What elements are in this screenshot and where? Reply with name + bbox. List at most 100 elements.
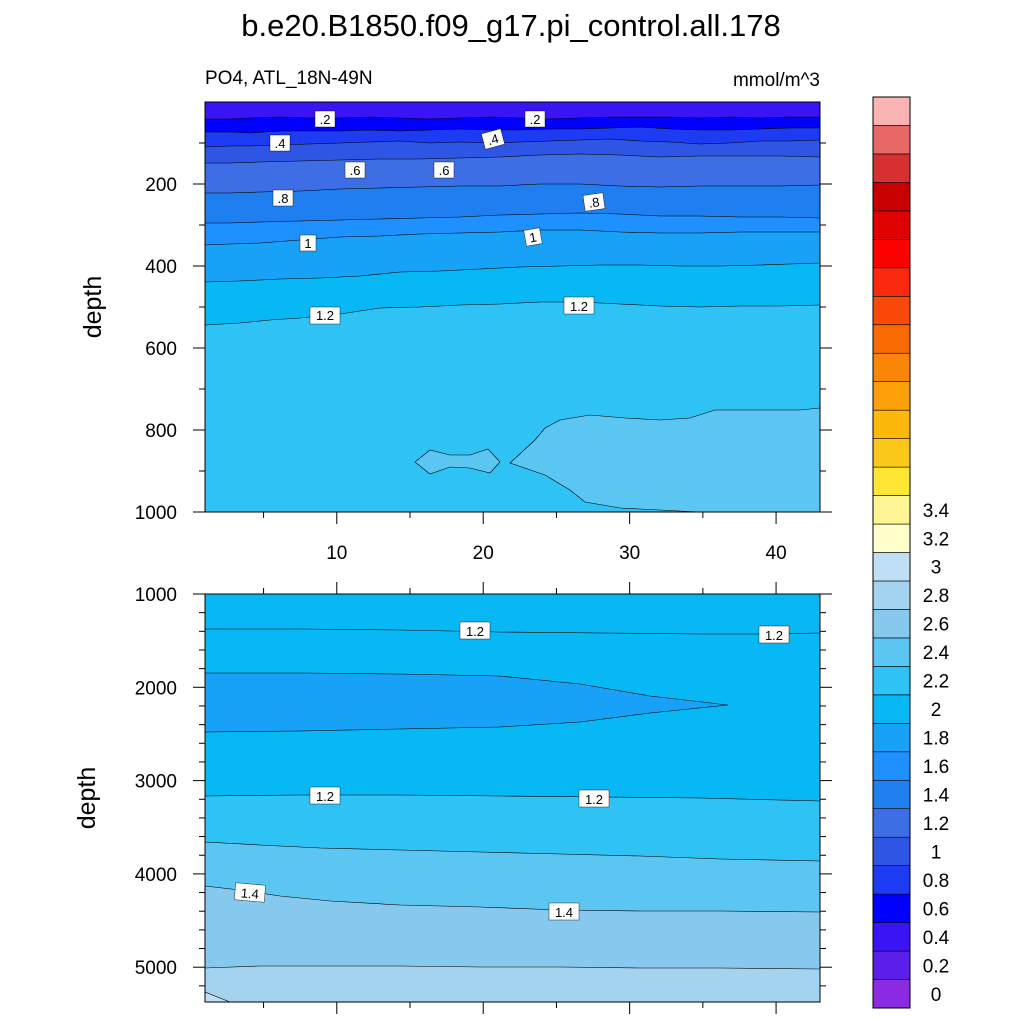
colorbar-swatch (872, 210, 911, 240)
svg-text:.6: .6 (439, 163, 450, 178)
svg-text:.2: .2 (530, 112, 541, 127)
contour-label: .8 (272, 189, 294, 207)
svg-text:1.4: 1.4 (240, 885, 259, 902)
svg-text:1.2: 1.2 (570, 299, 588, 314)
colorbar-swatch (872, 495, 911, 525)
x-tick-label: 10 (326, 543, 347, 564)
colorbar-swatch (872, 182, 911, 212)
colorbar-swatch (872, 409, 911, 439)
colorbar-swatch (872, 352, 911, 382)
colorbar-swatch (872, 723, 911, 753)
y-tick-label: 400 (145, 257, 177, 278)
contour-label: .6 (433, 161, 455, 179)
upper-fill-1.4-region (509, 407, 820, 512)
upper-fill-0.0-0.1 (205, 102, 820, 120)
colorbar-label: 1.8 (923, 729, 949, 750)
colorbar-swatch (872, 666, 911, 696)
colorbar-label: 0 (931, 985, 942, 1006)
colorbar-label: 3.2 (923, 529, 949, 550)
chart-title: b.e20.B1850.f09_g17.pi_control.all.178 (241, 8, 781, 43)
lower-fill-1.5-1.6 (205, 965, 820, 1002)
colorbar-swatch (872, 267, 911, 297)
y-tick-label: 600 (145, 339, 177, 360)
svg-text:.4: .4 (486, 131, 500, 148)
colorbar-swatch (872, 865, 911, 895)
colorbar-swatch (872, 96, 911, 126)
contour-label: 1.4 (234, 882, 266, 903)
colorbar-swatch (872, 239, 911, 269)
svg-text:1.2: 1.2 (316, 308, 334, 323)
upper-axis-ticks (193, 142, 832, 524)
colorbar-swatch (872, 466, 911, 496)
svg-text:1.2: 1.2 (765, 628, 783, 643)
svg-text:1.2: 1.2 (466, 624, 484, 639)
upper-panel (205, 102, 820, 512)
colorbar-labels: 0 0.2 0.4 0.6 0.8 1 1.2 1.4 1.6 1.8 2 2.2 2.4 2.6 2.8 3… (923, 501, 950, 1006)
svg-text:.4: .4 (275, 136, 286, 151)
upper-y-axis-label: depth (79, 276, 107, 339)
svg-text:.8: .8 (588, 194, 601, 210)
lower-panel (205, 594, 820, 1002)
x-tick-label: 20 (473, 543, 494, 564)
lower-contour-1.2-upper (205, 628, 820, 635)
colorbar-label: 0.4 (923, 928, 950, 949)
lower-plot-frame (204, 593, 821, 1003)
y-tick-label: 2000 (135, 678, 177, 699)
colorbar-label: 0.8 (923, 871, 949, 892)
colorbar-swatch (872, 694, 911, 724)
svg-text:.2: .2 (320, 112, 331, 127)
colorbar-swatch (872, 438, 911, 468)
colorbar (872, 96, 911, 1009)
colorbar-swatch (872, 637, 911, 667)
colorbar-swatch (872, 922, 911, 952)
x-tick-label: 40 (766, 543, 787, 564)
colorbar-label: 1.2 (923, 814, 949, 835)
contour-label: 1.2 (563, 296, 595, 315)
x-tick-label: 30 (619, 543, 640, 564)
upper-y-tick-labels: 200 400 600 800 1000 (135, 175, 177, 524)
colorbar-swatch (872, 609, 911, 639)
chart-subtitle-left: PO4, ATL_18N-49N (205, 68, 373, 89)
upper-fill-1.4-island (414, 448, 501, 475)
svg-text:1.2: 1.2 (585, 792, 603, 807)
contour-label: 1 (523, 227, 543, 247)
colorbar-swatch (872, 125, 911, 155)
lower-contour-labels: 1.2 1.2 1.2 1.2 1.4 1.4 (234, 621, 790, 921)
colorbar-label: 1.4 (923, 785, 950, 806)
y-tick-label: 1000 (135, 585, 177, 606)
lower-fill-1.0-tongue (205, 672, 729, 733)
contour-label: 1.2 (578, 789, 610, 808)
contour-label: .6 (344, 161, 366, 179)
colorbar-label: 3.4 (923, 501, 950, 522)
svg-text:1.2: 1.2 (316, 789, 334, 804)
colorbar-swatch (872, 751, 911, 781)
colorbar-swatch (872, 153, 911, 183)
colorbar-label: 2.8 (923, 586, 949, 607)
contour-label: 1 (299, 234, 317, 252)
colorbar-swatch (872, 552, 911, 582)
chart-units: mmol/m^3 (733, 70, 820, 91)
y-tick-label: 5000 (135, 958, 177, 979)
colorbar-swatch (872, 381, 911, 411)
svg-text:1: 1 (304, 236, 311, 251)
lower-y-axis-label: depth (73, 767, 101, 830)
y-tick-label: 200 (145, 175, 177, 196)
contour-label: .4 (481, 128, 505, 150)
contour-label: 1.4 (548, 902, 580, 921)
contour-label: 1.2 (309, 786, 341, 805)
colorbar-swatch (872, 979, 911, 1009)
contour-label: 1.2 (459, 621, 491, 640)
y-tick-label: 4000 (135, 865, 177, 886)
y-tick-label: 800 (145, 421, 177, 442)
colorbar-swatch (872, 950, 911, 980)
colorbar-label: 2 (931, 700, 942, 721)
y-tick-label: 1000 (135, 503, 177, 524)
colorbar-label: 1.6 (923, 757, 949, 778)
upper-x-tick-labels: 10 20 30 40 (326, 543, 786, 564)
upper-contour-labels: .2 .2 .4 .4 .6 .6 .8 .8 (269, 110, 606, 325)
contour-label: .4 (269, 134, 291, 152)
colorbar-label: 0.2 (923, 956, 949, 977)
colorbar-label: 2.4 (923, 643, 950, 664)
contour-label: 1.2 (309, 306, 341, 325)
